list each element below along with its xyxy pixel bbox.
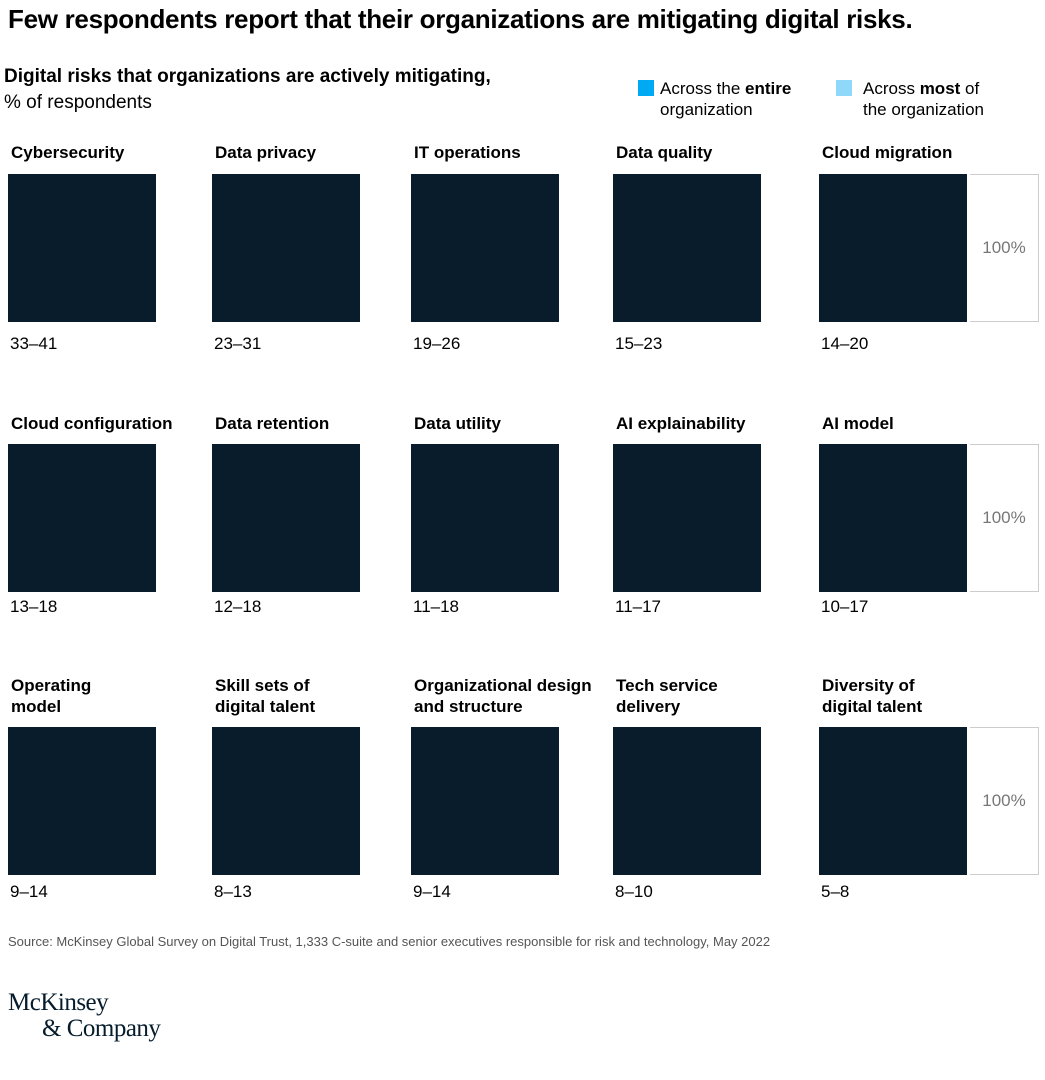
risk-label: AI model xyxy=(822,414,894,433)
risk-value: 33–41 xyxy=(10,334,58,353)
risk-square xyxy=(8,727,156,875)
risk-square xyxy=(613,727,761,875)
legend-swatch-entire xyxy=(638,80,654,96)
risk-label: Tech service delivery xyxy=(616,676,718,716)
risk-label: Data retention xyxy=(215,414,330,433)
risk-label: IT operations xyxy=(414,143,521,162)
mckinsey-logo: McKinsey & Company xyxy=(8,989,161,1042)
risk-value: 8–10 xyxy=(615,882,653,901)
risk-square xyxy=(8,444,156,592)
risk-label: Operating model xyxy=(11,676,92,716)
risk-square xyxy=(411,444,559,592)
risk-square xyxy=(411,174,559,322)
legend-item-entire: Across the entire organization xyxy=(638,78,791,120)
risk-value: 5–8 xyxy=(821,882,850,901)
reference-100-box: 100% xyxy=(970,174,1039,322)
source-note: Source: McKinsey Global Survey on Digita… xyxy=(8,934,771,949)
risk-label: Organizational design and structure xyxy=(414,676,592,716)
risk-value: 15–23 xyxy=(615,334,663,353)
legend-swatch-most xyxy=(836,80,852,96)
risk-value: 11–18 xyxy=(413,597,460,616)
legend-text: of xyxy=(960,79,980,98)
risk-square xyxy=(613,444,761,592)
risk-value: 11–17 xyxy=(615,597,662,616)
logo-line2: & Company xyxy=(42,1015,161,1042)
risk-label: Data utility xyxy=(414,414,501,433)
risk-label: Data privacy xyxy=(215,143,317,162)
risk-square xyxy=(819,727,967,875)
risk-label: Data quality xyxy=(616,143,713,162)
risk-square xyxy=(8,174,156,322)
logo-line1: McKinsey xyxy=(8,989,109,1016)
risk-label: Cybersecurity xyxy=(11,143,125,162)
legend-bold: most xyxy=(919,79,961,98)
risk-label: Skill sets of digital talent xyxy=(215,676,316,716)
risk-value: 10–17 xyxy=(821,597,869,616)
legend-text-line2: organization xyxy=(660,100,753,119)
risk-square xyxy=(212,444,360,592)
risk-label: AI explainability xyxy=(616,414,746,433)
reference-100-box: 100% xyxy=(970,444,1039,592)
risk-value: 9–14 xyxy=(413,882,451,901)
risk-label: Cloud migration xyxy=(822,143,953,162)
legend-text: Across xyxy=(863,79,920,98)
risk-value: 8–13 xyxy=(214,882,252,901)
legend-text-line2: the organization xyxy=(863,100,984,119)
risk-value: 12–18 xyxy=(214,597,262,616)
risk-square xyxy=(819,444,967,592)
risk-value: 9–14 xyxy=(10,882,48,901)
risk-square xyxy=(819,174,967,322)
risk-square xyxy=(212,727,360,875)
risk-value: 14–20 xyxy=(821,334,869,353)
reference-100-box: 100% xyxy=(970,727,1039,875)
risk-value: 19–26 xyxy=(413,334,461,353)
legend-item-most: Across most of the organization xyxy=(836,78,984,120)
risk-label: Diversity of digital talent xyxy=(822,676,923,716)
risk-value: 23–31 xyxy=(214,334,262,353)
chart-unit: % of respondents xyxy=(4,92,152,113)
risk-square xyxy=(613,174,761,322)
legend-bold: entire xyxy=(745,79,792,98)
risk-label: Cloud configuration xyxy=(11,414,173,433)
chart-title: Few respondents report that their organi… xyxy=(8,4,913,34)
chart-subtitle: Digital risks that organizations are act… xyxy=(4,66,491,87)
risk-square xyxy=(212,174,360,322)
risk-square xyxy=(411,727,559,875)
legend-text: Across the xyxy=(660,79,746,98)
risk-value: 13–18 xyxy=(10,597,58,616)
